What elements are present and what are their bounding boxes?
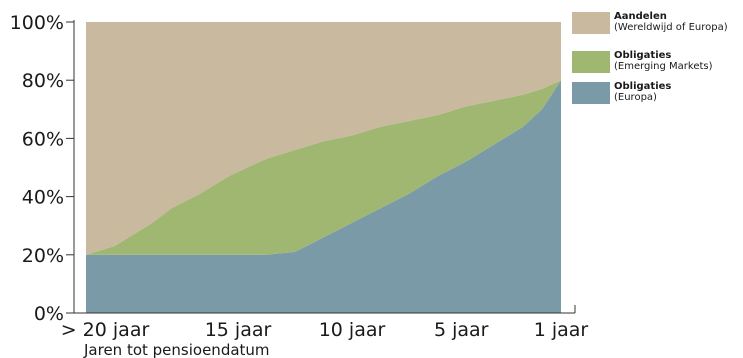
y-tick-label: 0%: [34, 303, 64, 325]
legend: Aandelen(Wereldwijd of Europa) Obligaties…: [572, 11, 728, 104]
area-obligaties-emerging-markets: [86, 80, 561, 255]
x-tick-label: 5 jaar: [434, 319, 489, 341]
y-tick-label: 40%: [22, 187, 64, 209]
areas-layer: [86, 22, 561, 313]
legend-swatch-obligaties-emerging-markets: [572, 51, 610, 73]
x-tick-label: > 20 jaar: [61, 319, 150, 341]
y-tick-label: 20%: [22, 245, 64, 267]
legend-sub-obligaties-emerging-markets: (Emerging Markets): [614, 61, 713, 72]
y-ticks: 0% 20% 40% 60% 80% 100%: [10, 12, 74, 325]
x-tick-label: 1 jaar: [534, 319, 589, 341]
legend-sub-obligaties-europa: (Europa): [614, 92, 657, 103]
y-tick-label: 60%: [22, 128, 64, 150]
axes-layer: [73, 20, 576, 314]
legend-title-obligaties-emerging-markets: Obligaties: [614, 50, 671, 61]
x-tick-label: 15 jaar: [205, 319, 272, 341]
x-ticks: > 20 jaar 15 jaar 10 jaar 5 jaar 1 jaar: [61, 319, 589, 341]
legend-title-aandelen-wereldwijd-of-europa: Aandelen: [614, 11, 667, 22]
y-tick-label: 80%: [22, 70, 64, 92]
legend-title-obligaties-europa: Obligaties: [614, 81, 671, 92]
y-tick-label: 100%: [10, 12, 64, 34]
legend-swatch-aandelen-wereldwijd-of-europa: [572, 12, 610, 34]
legend-sub-aandelen-wereldwijd-of-europa: (Wereldwijd of Europa): [614, 22, 728, 33]
x-tick-label: 10 jaar: [319, 319, 386, 341]
area-aandelen-wereldwijd-of-europa: [86, 22, 561, 255]
legend-swatch-obligaties-europa: [572, 82, 610, 104]
x-axis-title: Jaren tot pensioendatum: [83, 341, 270, 358]
